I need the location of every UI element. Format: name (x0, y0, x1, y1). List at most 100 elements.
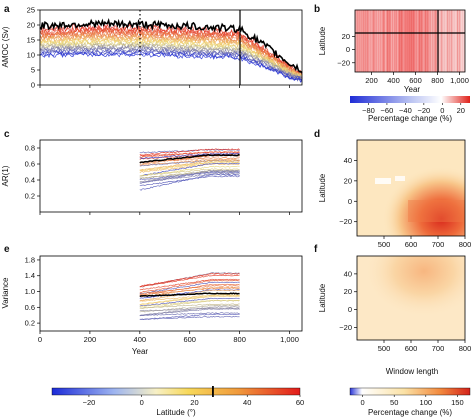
panel-b-heat-stripe (397, 10, 399, 72)
panel-series-line (139, 312, 240, 317)
panel-series-line (139, 151, 240, 158)
panel-b-colorbar-label: Percentage change (%) (368, 114, 452, 123)
panel-d-heatmap: 40 20 0 −20 500 600 700 800 Latitude (318, 139, 472, 249)
latitude-colorbar-label: Latitude (°) (156, 408, 196, 417)
panel-b-heat-stripe (459, 10, 461, 72)
panel-a-frame (39, 9, 303, 86)
heatmap-xtick-label: 500 (378, 344, 391, 353)
colorbar-tick-label: −40 (399, 106, 412, 115)
heatmap-ytick-label: 20 (342, 32, 350, 41)
heatmap-xtick-label: 800 (459, 240, 472, 249)
colorbar-tick-label: 100 (420, 398, 433, 407)
panel-series-line (139, 152, 240, 159)
panel-f-heatmap: 40 20 0 −20 500 600 700 800 Window length Lati… (318, 255, 471, 376)
panel-b-heat-stripe (461, 10, 463, 72)
panel-d-heat-hotspot (357, 140, 465, 236)
heatmap-ytick-label: 40 (344, 269, 352, 278)
panel-b-heat-stripe (425, 10, 427, 72)
panel-b-heat-stripe (381, 10, 383, 72)
panel-b-x-ticks: 200 400 600 800 1,000 (365, 72, 469, 85)
panel-b-heat-stripe (443, 10, 445, 72)
panel-f-xlabel: Window length (386, 367, 438, 376)
panel-b-heat-stripe (447, 10, 449, 72)
panel-b-heat-stripe (369, 10, 371, 72)
panel-b-heat-stripes (355, 10, 465, 72)
panel-highlight-line (139, 292, 240, 298)
latitude-colorbar-ticks: −20 0 20 40 60 (83, 395, 304, 407)
panel-b-heat-stripe (363, 10, 365, 72)
panel-a-series-line (39, 45, 303, 80)
panel-b-heat-stripe (403, 10, 405, 72)
heatmap-xtick-label: 700 (432, 344, 445, 353)
panel-xtick-label: 800 (233, 335, 246, 344)
panel-b-heat-stripe (393, 10, 395, 72)
panel-series-line (139, 303, 240, 309)
panel-b-heat-stripe (395, 10, 397, 72)
panel-series-line (139, 285, 240, 295)
panel-series-line (139, 315, 240, 320)
panel-series-line (139, 174, 240, 191)
panel-series-line (139, 169, 240, 183)
panel-e-x-ticks: 0 200 400 600 800 1,000 (38, 335, 299, 344)
panel-b-heat-stripe (423, 10, 425, 72)
panel-b-heat-stripe (377, 10, 379, 72)
panel-b-heat-stripe (455, 10, 457, 72)
panel-xtick-label: 1,000 (280, 335, 299, 344)
panel-a-series-lines (39, 18, 303, 84)
panel-ytick-label: 0.2 (25, 319, 35, 328)
panel-letter-e: e (4, 244, 10, 255)
panel-b-heat-stripe (379, 10, 381, 72)
percentage-colorbar-gradient (349, 387, 471, 396)
panel-series-line (139, 306, 240, 316)
panel-letter-c: c (4, 129, 10, 140)
panel-e-ylabel: Variance (1, 277, 10, 309)
colorbar-tick-label: 0 (361, 398, 365, 407)
panel-ytick-label: 0.2 (25, 192, 35, 201)
panel-b-heat-stripe (429, 10, 431, 72)
panel-series-line (139, 294, 240, 305)
heatmap-ytick-label: −20 (339, 217, 352, 226)
panel-b-heat-stripe (371, 10, 373, 72)
panel-b-heat-stripe (411, 10, 413, 72)
panel-e-frame (39, 255, 303, 332)
colorbar-tick-label: 50 (390, 398, 398, 407)
colorbar-tick-label: −20 (417, 106, 430, 115)
panel-c-ar1-chart: 0.2 0.4 0.6 0.8 AR(1) (1, 139, 303, 215)
panel-b-heat-stripe (409, 10, 411, 72)
panel-b-heat-stripe (407, 10, 409, 72)
panel-a-highlight-line (39, 18, 303, 74)
colorbar-tick-label: −80 (362, 106, 375, 115)
panel-d-heat-blotch (408, 200, 465, 222)
panel-b-heat-stripe (463, 10, 465, 72)
panel-b-heat-stripe (385, 10, 387, 72)
panel-series-line (139, 279, 240, 293)
panel-b-heat-stripe (413, 10, 415, 72)
panel-a-y-ticks: 0 5 10 15 20 25 (27, 6, 290, 90)
panel-xtick-label: 200 (84, 335, 97, 344)
panel-b-heat-stripe (445, 10, 447, 72)
colorbar-tick-label: 150 (451, 398, 464, 407)
panel-b-heat-stripe (357, 10, 359, 72)
panel-b-y-ticks: 20 0 −20 (337, 32, 355, 67)
panel-letter-d: d (314, 129, 320, 140)
panel-b-heat-stripe (375, 10, 377, 72)
panel-series-line (139, 274, 240, 288)
percentage-colorbar: 0 50 100 150 Percentage change (%) (349, 387, 471, 417)
panel-a-series-line (39, 35, 303, 80)
panel-series-line (139, 162, 240, 177)
panel-d-ylabel: Latitude (318, 173, 327, 202)
panel-c-frame (39, 139, 303, 213)
panel-b-heat-stripe (439, 10, 441, 72)
heatmap-ytick-label: 0 (348, 305, 352, 314)
panel-letter-f: f (314, 244, 318, 255)
panel-b-xlabel: Year (404, 85, 421, 94)
panel-a-series-line (39, 26, 303, 78)
panel-b-heat-stripe (359, 10, 361, 72)
panel-f-x-ticks: 500 600 700 800 (378, 340, 471, 353)
heatmap-xtick-label: 700 (432, 240, 445, 249)
panel-b-heat-stripe (415, 10, 417, 72)
panel-series-line (139, 307, 240, 312)
panel-ytick-label: 0.8 (25, 144, 35, 153)
panel-series-line (139, 273, 240, 288)
panel-series-line (139, 308, 240, 316)
